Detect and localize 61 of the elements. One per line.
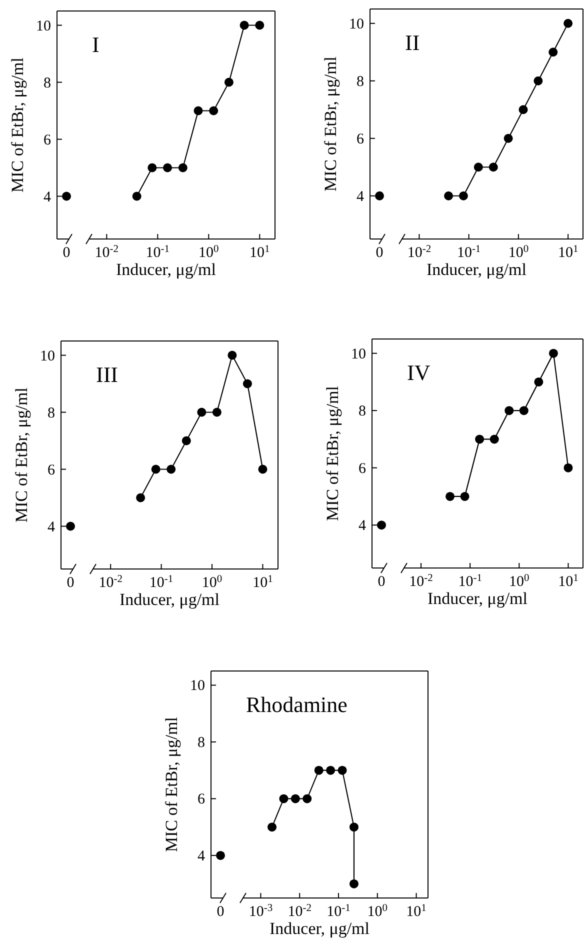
x-tick-label: 10$^{-2}$ — [98, 574, 122, 591]
x-tick-label: 10$^{-1}$ — [458, 572, 482, 590]
text: III — [96, 362, 118, 387]
x-tick-label: 10$^{-1}$ — [146, 244, 170, 261]
x-axis-title: Inducer, μg/ml — [427, 589, 528, 608]
x-tick-label: 0 — [216, 904, 224, 920]
y-tick-label: 8 — [48, 405, 55, 422]
y-tick-label: 10 — [351, 346, 366, 362]
x-tick-label: 0 — [66, 575, 74, 591]
y-tick-label: 6 — [48, 462, 56, 478]
x-axis-title: Inducer, μg/ml — [426, 260, 527, 279]
x-tick-label: 10$^{1}$ — [558, 244, 578, 261]
x-tick-label: 10$^{0}$ — [198, 244, 219, 261]
y-tick-label: 10 — [190, 678, 205, 694]
x-tick-label: 10$^{-2}$ — [94, 244, 119, 261]
x-tick-label: 10$^{-1}$ — [149, 574, 174, 591]
y-tick-label: 10 — [349, 16, 364, 32]
y-tick-label: 6 — [198, 792, 206, 808]
x-tick-label: 10$^{0}$ — [508, 244, 529, 261]
x-tick-label: 10$^{-2}$ — [409, 572, 433, 590]
y-tick-label: 8 — [198, 734, 205, 751]
y-tick-label: 4 — [198, 848, 206, 864]
y-axis-title: MIC of EtBr, μg/ml — [8, 57, 27, 192]
y-axis-title: MIC of EtBr, μg/ml — [12, 387, 31, 522]
x-tick-label: 10$^{0}$ — [367, 902, 388, 920]
text: IV — [407, 360, 430, 385]
text: I — [92, 32, 100, 57]
y-tick-label: 8 — [358, 404, 366, 420]
y-tick-label: 4 — [48, 519, 56, 536]
x-axis-title: Inducer, μg/ml — [116, 260, 216, 279]
x-tick-label: 10$^{1}$ — [250, 244, 270, 261]
y-axis-title: MIC of EtBr, μg/ml — [321, 56, 340, 192]
y-tick-label: 4 — [358, 518, 366, 534]
y-tick-label: 8 — [356, 74, 364, 90]
y-tick-label: 8 — [44, 75, 51, 92]
x-tick-label: 10$^{1}$ — [558, 572, 578, 590]
y-tick-label: 4 — [356, 188, 364, 205]
y-axis-title: MIC of EtBr, μg/ml — [323, 386, 342, 521]
x-tick-label: 0 — [378, 574, 386, 590]
x-tick-label: 10$^{0}$ — [509, 572, 530, 590]
x-tick-label: 0 — [376, 245, 384, 261]
x-tick-label: 10$^{1}$ — [406, 902, 426, 920]
y-tick-label: 10 — [40, 348, 55, 364]
y-tick-label: 6 — [356, 131, 364, 148]
x-tick-label: 0 — [62, 245, 70, 261]
text: II — [405, 30, 420, 55]
x-tick-label: 10$^{1}$ — [252, 574, 273, 591]
x-tick-label: 10$^{-3}$ — [248, 902, 273, 920]
x-tick-label: 10$^{-2}$ — [407, 244, 432, 261]
x-axis-title: Inducer, μg/ml — [269, 919, 370, 938]
x-axis-title: Inducer, μg/ml — [119, 590, 220, 609]
y-tick-label: 4 — [44, 189, 52, 206]
y-tick-label: 6 — [358, 460, 366, 477]
x-tick-label: 10$^{-1}$ — [326, 902, 350, 920]
y-tick-label: 10 — [36, 18, 51, 34]
y-tick-label: 6 — [44, 132, 52, 148]
y-axis-title: MIC of EtBr, μg/ml — [162, 716, 181, 852]
x-tick-label: 10$^{0}$ — [202, 574, 222, 591]
x-tick-label: 10$^{-2}$ — [288, 902, 312, 920]
x-tick-label: 10$^{-1}$ — [456, 244, 481, 261]
text: Rhodamine — [246, 692, 348, 717]
